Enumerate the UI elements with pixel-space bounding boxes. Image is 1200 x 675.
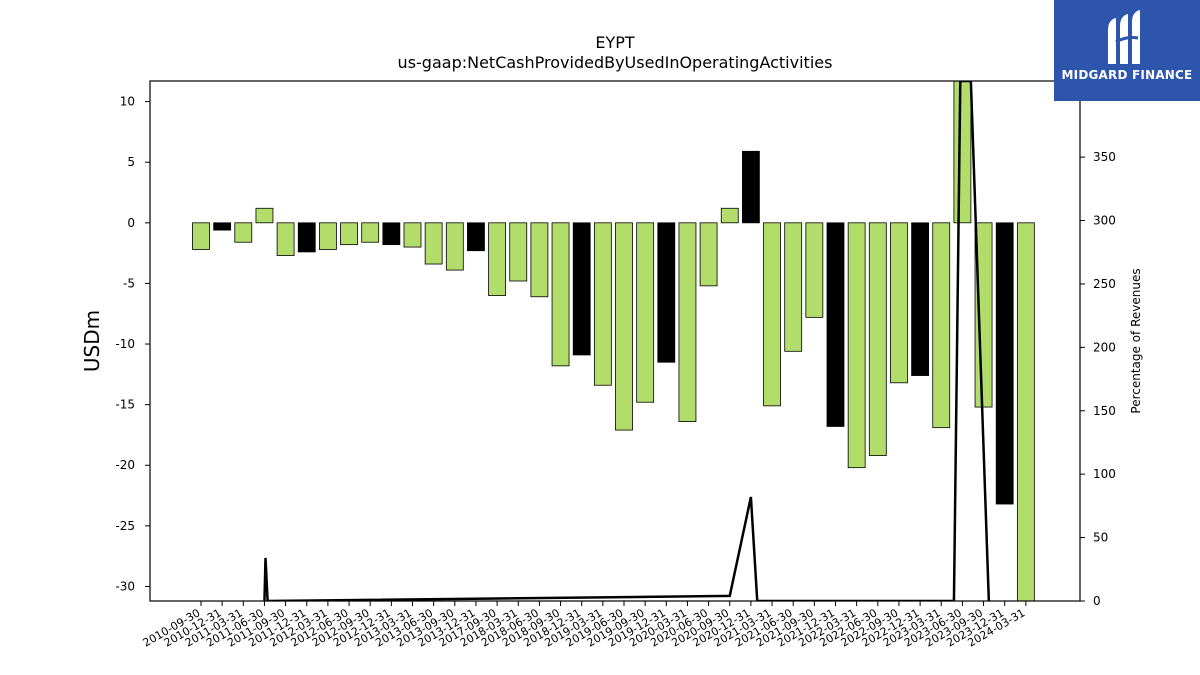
bar-2019-03-31 <box>593 222 612 386</box>
y2-tick-label: 200 <box>1093 340 1116 354</box>
chart-title: EYPT <box>595 33 635 52</box>
y2-tick-label: 0 <box>1093 594 1101 608</box>
y-axis: 10 5 0 -5 -10 -15 -20 -25 -30 <box>115 95 150 593</box>
x-axis: 2010-09-302010-12-312011-03-312011-06-30… <box>141 601 1027 650</box>
bar-2023-12-31 <box>995 222 1014 505</box>
y-tick-label: -5 <box>123 276 135 290</box>
bar-2011-03-31 <box>234 222 253 243</box>
y-tick-label: 0 <box>127 216 135 230</box>
bar-2023-06-30 <box>953 80 972 224</box>
bar-2010-09-30 <box>192 222 210 250</box>
midgard-finance-logo: MIDGARD FINANCE <box>1054 0 1200 101</box>
bar-2019-12-31 <box>657 222 676 363</box>
y2-tick-label: 300 <box>1093 214 1116 228</box>
bar-2021-09-30 <box>805 222 824 318</box>
bar-2011-09-30 <box>276 222 295 256</box>
y2-axis-label: Percentage of Revenues <box>1129 268 1143 413</box>
bar-2013-12-31 <box>467 222 485 252</box>
bar-2019-09-30 <box>636 222 655 403</box>
bar-2012-03-31 <box>318 222 337 250</box>
y-tick-label: -15 <box>115 398 135 412</box>
bar-2022-09-30 <box>890 222 908 384</box>
y2-tick-label: 350 <box>1093 150 1116 164</box>
y-tick-label: -30 <box>115 579 135 593</box>
y2-axis: 0 50 100 150 200 250 300 350 <box>1080 150 1116 608</box>
bar-2017-09-30 <box>488 222 507 296</box>
logo-mark-icon <box>1108 10 1140 64</box>
y-tick-label: -10 <box>115 337 135 351</box>
bar-2021-03-31 <box>763 222 781 407</box>
y-tick-label: 5 <box>127 155 135 169</box>
bar-2021-12-31 <box>826 222 845 427</box>
bar-2022-12-31 <box>911 222 929 376</box>
bar-2012-09-30 <box>361 222 380 243</box>
bar-2011-06-30 <box>255 207 274 224</box>
line-group <box>263 81 991 601</box>
bar-2018-12-31 <box>572 222 591 356</box>
bar-2012-12-31 <box>382 222 401 246</box>
y-tick-label: 10 <box>120 95 135 109</box>
plot-frame <box>149 80 1081 602</box>
bar-2020-09-30 <box>720 207 739 224</box>
bar-2020-03-31 <box>678 222 697 423</box>
bar-2013-06-30 <box>424 222 443 265</box>
bars-group <box>192 80 1035 602</box>
bar-2013-09-30 <box>445 222 464 271</box>
bar-2022-03-31 <box>847 222 866 469</box>
y2-tick-label: 150 <box>1093 404 1116 418</box>
bar-2013-03-31 <box>403 222 422 248</box>
bar-2010-12-31 <box>213 222 232 231</box>
percentage-of-revenues-line <box>263 81 991 601</box>
bar-2018-06-30 <box>530 222 549 298</box>
y2-tick-label: 250 <box>1093 277 1116 291</box>
logo-text: MIDGARD FINANCE <box>1061 68 1193 82</box>
bar-2011-12-31 <box>297 222 316 253</box>
chart-subtitle: us-gaap:NetCashProvidedByUsedInOperating… <box>398 53 833 72</box>
y2-tick-label: 50 <box>1093 531 1108 545</box>
bar-2018-09-30 <box>551 222 570 367</box>
bar-2019-06-30 <box>615 222 633 431</box>
bar-2021-06-30 <box>784 222 803 352</box>
bar-2023-03-31 <box>932 222 951 429</box>
bar-2018-03-31 <box>509 222 528 282</box>
y-axis-label: USDm <box>80 310 104 372</box>
y2-tick-label: 100 <box>1093 467 1116 481</box>
bar-2020-12-31 <box>742 150 760 224</box>
y-tick-label: -20 <box>115 458 135 472</box>
y-tick-label: -25 <box>115 519 135 533</box>
bar-2022-06-30 <box>868 222 887 456</box>
bar-2012-06-30 <box>340 222 358 246</box>
bar-2024-03-31 <box>1016 222 1035 602</box>
bar-2020-06-30 <box>699 222 718 287</box>
